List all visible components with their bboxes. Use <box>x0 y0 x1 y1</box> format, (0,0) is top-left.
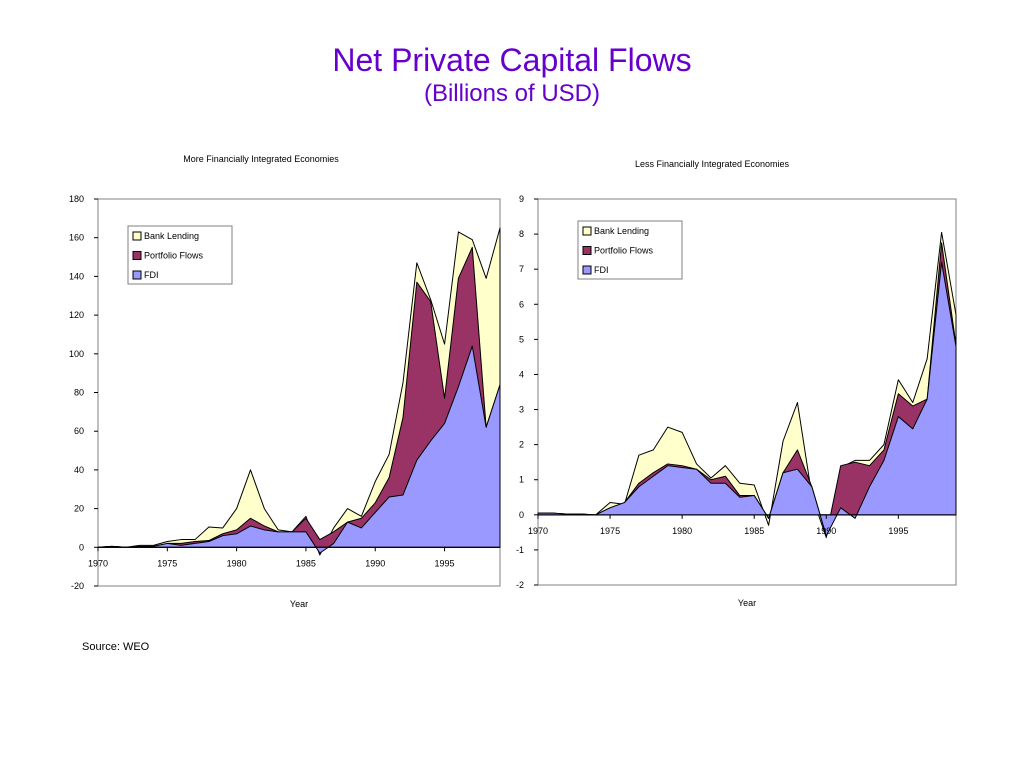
y-tick-label: 3 <box>519 405 524 415</box>
y-tick-label: 0 <box>519 510 524 520</box>
legend-swatch-bank-lending <box>582 226 592 236</box>
y-tick-label: -1 <box>516 545 524 555</box>
y-tick-label: 180 <box>69 194 84 204</box>
y-tick-label: 100 <box>69 349 84 359</box>
legend-label-fdi: FDI <box>594 265 609 275</box>
y-tick-label: 1 <box>519 475 524 485</box>
legend-label-portfolio-flows: Portfolio Flows <box>144 251 204 261</box>
left-chart-title: More Financially Integrated Economies <box>183 154 339 164</box>
y-tick-label: 40 <box>74 465 84 475</box>
y-tick-label: 5 <box>519 334 524 344</box>
page-title: Net Private Capital Flows <box>332 42 692 78</box>
y-tick-label: -2 <box>516 580 524 590</box>
legend-swatch-fdi <box>582 265 592 275</box>
x-tick-label: 1980 <box>672 526 692 536</box>
legend-box <box>577 220 683 280</box>
x-tick-label: 1970 <box>528 526 548 536</box>
y-tick-label: 2 <box>519 440 524 450</box>
x-axis-title: Year <box>290 599 308 609</box>
area-bank-lending <box>537 231 957 539</box>
legend-swatch-portfolio-flows <box>132 251 142 260</box>
legend-swatch-bank-lending <box>132 231 142 241</box>
y-tick-label: 9 <box>519 194 524 204</box>
legend-swatch-fdi <box>132 270 142 280</box>
area-fdi <box>97 345 501 554</box>
x-tick-label: 1995 <box>435 558 455 568</box>
legend-swatch-portfolio-flows <box>582 246 592 255</box>
legend-label-bank-lending: Bank Lending <box>594 226 649 236</box>
title-block: Net Private Capital Flows (Billions of U… <box>0 40 1024 108</box>
y-tick-label: -20 <box>71 581 84 591</box>
x-tick-label: 1970 <box>88 558 108 568</box>
y-tick-label: 0 <box>79 542 84 552</box>
y-tick-label: 20 <box>74 504 84 514</box>
x-tick-label: 1985 <box>296 558 316 568</box>
y-tick-label: 6 <box>519 299 524 309</box>
x-tick-label: 1985 <box>744 526 764 536</box>
source-note: Source: WEO <box>82 641 150 653</box>
x-tick-label: 1975 <box>600 526 620 536</box>
y-tick-label: 7 <box>519 264 524 274</box>
area-fdi <box>537 261 957 537</box>
x-axis-title: Year <box>738 598 756 608</box>
legend-label-bank-lending: Bank Lending <box>144 231 199 241</box>
legend-label-fdi: FDI <box>144 270 159 280</box>
x-tick-label: 1980 <box>227 558 247 568</box>
y-tick-label: 120 <box>69 310 84 320</box>
x-tick-label: 1990 <box>816 526 836 536</box>
y-tick-label: 4 <box>519 369 524 379</box>
x-tick-label: 1995 <box>888 526 908 536</box>
y-tick-label: 60 <box>74 426 84 436</box>
x-tick-label: 1990 <box>365 558 385 568</box>
y-tick-label: 140 <box>69 271 84 281</box>
legend-box <box>127 225 233 285</box>
legend-label-portfolio-flows: Portfolio Flows <box>594 246 654 256</box>
page-subtitle: (Billions of USD) <box>423 80 601 107</box>
y-tick-label: 80 <box>74 388 84 398</box>
y-tick-label: 8 <box>519 229 524 239</box>
right-chart-title: Less Financially Integrated Economies <box>634 159 790 169</box>
y-tick-label: 160 <box>69 233 84 243</box>
x-tick-label: 1975 <box>157 558 177 568</box>
